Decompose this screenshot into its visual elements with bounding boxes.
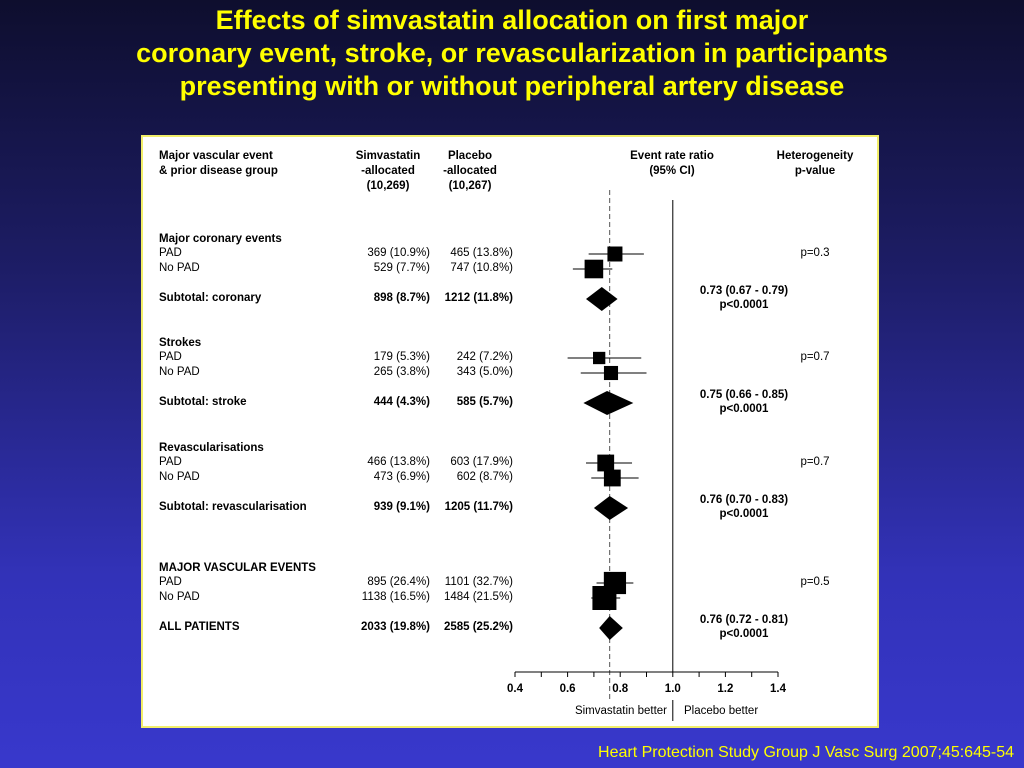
header-simvastatin: (10,269) [366,180,410,192]
heterogeneity-p: p=0.7 [800,456,830,468]
heterogeneity-p: p=0.3 [800,247,830,259]
header-heterogeneity: Heterogeneity [776,150,854,162]
forest-plot [514,190,779,721]
header-ratio: Event rate ratio [630,150,714,162]
subtotal-label: Subtotal: coronary [159,292,262,304]
simvastatin-count: 369 (10.9%) [367,247,430,259]
citation: Heart Protection Study Group J Vasc Surg… [598,744,1014,761]
subtotal-diamond [599,616,623,640]
subtotal-p: p<0.0001 [719,403,769,415]
subtotal-p: p<0.0001 [719,508,769,520]
simvastatin-count: 265 (3.8%) [373,366,430,378]
point-estimate-square [603,469,621,487]
simvastatin-count: 529 (7.7%) [373,262,430,274]
row-label: PAD [159,247,182,259]
title-line: coronary event, stroke, or revasculariza… [136,38,888,68]
subtotal-p: p<0.0001 [719,628,769,640]
simvastatin-count: 466 (13.8%) [367,456,430,468]
subtotal-simvastatin: 898 (8.7%) [373,292,430,304]
header-group: Major vascular event [159,150,273,162]
point-estimate-square [607,246,623,262]
row-label: PAD [159,576,182,588]
slide-title: Effects of simvastatin allocation on fir… [0,4,1024,103]
header-placebo: Placebo [447,150,493,162]
subtotal-diamond [586,287,618,311]
subtotal-label: Subtotal: stroke [159,396,247,408]
xlabel-simvastatin-better: Simvastatin better [574,705,667,717]
subtotal-diamond [593,496,629,520]
header-simvastatin: Simvastatin [355,150,421,162]
xlabel-placebo-better: Placebo better [684,705,759,717]
forest-plot-panel: Major vascular event & prior disease grou… [141,135,879,728]
header-simvastatin: -allocated [361,165,415,177]
subtotal-simvastatin: 2033 (19.8%) [360,621,430,633]
subtotal-placebo: 2585 (25.2%) [443,621,513,633]
point-estimate-square [597,454,615,472]
simvastatin-count: 895 (26.4%) [367,576,430,588]
x-tick-label: 1.4 [770,683,786,695]
subtotal-simvastatin: 939 (9.1%) [373,501,430,513]
placebo-count: 747 (10.8%) [450,262,513,274]
point-estimate-square [584,259,604,279]
section-title: Major coronary events [159,233,282,245]
section-title: Strokes [159,337,202,349]
placebo-count: 465 (13.8%) [450,247,513,259]
title-line: Effects of simvastatin allocation on fir… [215,5,809,35]
placebo-count: 343 (5.0%) [456,366,513,378]
row-label: No PAD [159,471,200,483]
placebo-count: 1101 (32.7%) [444,576,513,588]
row-label: No PAD [159,591,200,603]
heterogeneity-p: p=0.7 [800,351,830,363]
subtotal-placebo: 585 (5.7%) [456,396,513,408]
x-tick-label: 0.8 [612,683,629,695]
subtotal-ci: 0.75 (0.66 - 0.85) [699,389,789,401]
subtotal-ci: 0.76 (0.70 - 0.83) [699,494,789,506]
heterogeneity-p: p=0.5 [800,576,830,588]
row-label: No PAD [159,262,200,274]
section-title: Revascularisations [159,442,264,454]
row-label: PAD [159,456,182,468]
subtotal-simvastatin: 444 (4.3%) [373,396,430,408]
header-placebo: -allocated [443,165,497,177]
x-tick-label: 0.6 [559,683,576,695]
placebo-count: 602 (8.7%) [456,471,513,483]
point-estimate-square [592,586,617,610]
subtotal-diamond [583,391,634,415]
subtotal-p: p<0.0001 [719,299,769,311]
placebo-count: 1484 (21.5%) [443,591,513,603]
title-line: presenting with or without peripheral ar… [179,71,845,101]
row-label: No PAD [159,366,200,378]
placebo-count: 242 (7.2%) [456,351,513,363]
x-tick-label: 1.0 [664,683,681,695]
subtotal-label: Subtotal: revascularisation [159,501,307,513]
placebo-count: 603 (17.9%) [450,456,513,468]
header-group: & prior disease group [159,165,278,177]
simvastatin-count: 1138 (16.5%) [361,591,430,603]
header-placebo: (10,267) [448,180,492,192]
x-tick-label: 0.4 [507,683,523,695]
header-ratio: (95% CI) [649,165,695,177]
subtotal-ci: 0.73 (0.67 - 0.79) [699,285,789,297]
row-label: PAD [159,351,182,363]
point-estimate-square [593,351,606,365]
subtotal-placebo: 1212 (11.8%) [444,292,513,304]
subtotal-label: ALL PATIENTS [159,621,240,633]
section-title: MAJOR VASCULAR EVENTS [159,562,316,574]
subtotal-placebo: 1205 (11.7%) [444,501,513,513]
header-heterogeneity: p-value [794,165,836,177]
x-tick-label: 1.2 [717,683,734,695]
simvastatin-count: 179 (5.3%) [373,351,430,363]
simvastatin-count: 473 (6.9%) [373,471,430,483]
point-estimate-square [603,365,619,381]
subtotal-ci: 0.76 (0.72 - 0.81) [699,614,789,626]
